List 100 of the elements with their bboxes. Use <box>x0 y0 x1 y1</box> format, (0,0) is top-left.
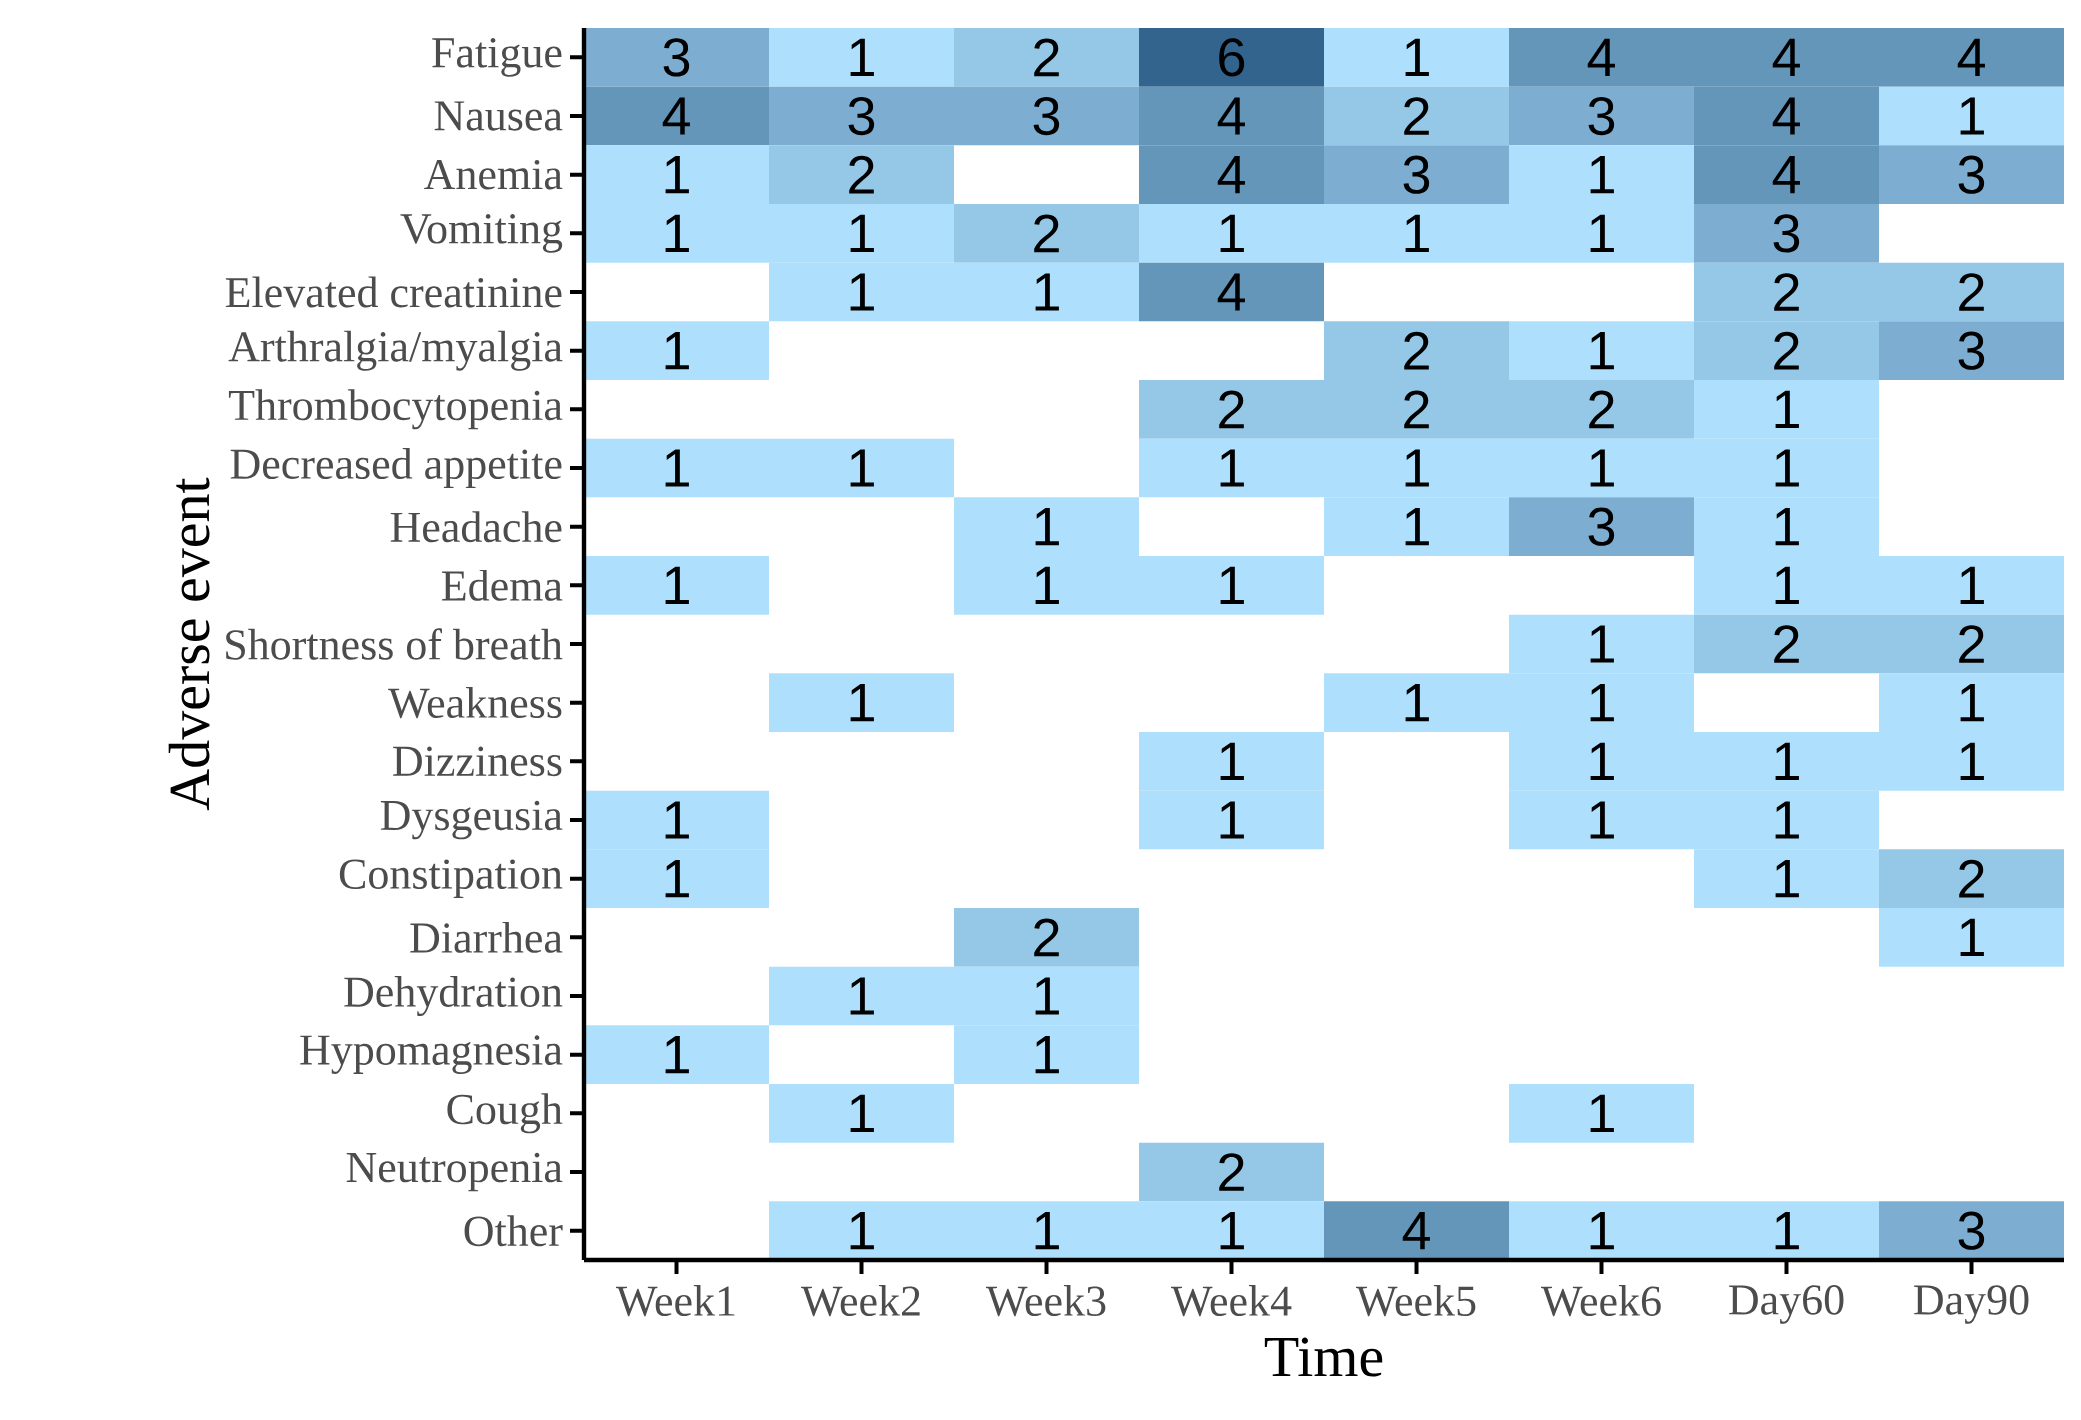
data-label: 6 <box>1219 38 1245 77</box>
y-tick-label: Decreased appetite <box>230 448 562 488</box>
data-label: 1 <box>1590 684 1614 722</box>
data-label: 1 <box>850 449 874 487</box>
data-label: 2 <box>1959 625 1984 663</box>
data-label: 2 <box>1404 390 1429 429</box>
x-tick-label: Week3 <box>986 1285 1106 1317</box>
data-label: 2 <box>1034 38 1059 77</box>
data-label: 4 <box>1402 1212 1430 1250</box>
data-label: 1 <box>665 449 689 487</box>
y-axis-title: Adverse event <box>168 477 210 811</box>
data-label: 1 <box>1035 1036 1059 1074</box>
data-label: 1 <box>1590 625 1614 663</box>
data-label: 1 <box>1405 684 1429 722</box>
y-tick-label: Anemia <box>424 159 563 190</box>
data-label: 3 <box>848 96 875 136</box>
data-label: 1 <box>1775 801 1799 839</box>
data-label: 1 <box>1960 566 1984 604</box>
y-tick-label: Arthralgia/myalgia <box>228 330 563 371</box>
data-label: 2 <box>1774 331 1799 370</box>
data-label: 1 <box>1775 390 1799 428</box>
data-label: 4 <box>1957 38 1985 76</box>
y-tick-label: Diarrhea <box>410 921 563 953</box>
data-label: 2 <box>1034 918 1059 957</box>
data-label: 3 <box>1958 1211 1985 1250</box>
data-label: 1 <box>1590 742 1614 780</box>
y-tick-label: Other <box>464 1215 563 1247</box>
data-label: 1 <box>1775 1212 1799 1250</box>
data-label: 1 <box>1960 742 1984 780</box>
y-tick-label: Dizziness <box>393 746 562 777</box>
data-label: 2 <box>1404 331 1429 370</box>
data-label: 1 <box>1405 508 1429 546</box>
data-label: 1 <box>1220 214 1244 252</box>
data-label: 3 <box>663 38 690 77</box>
data-label: 2 <box>1774 273 1799 311</box>
x-tick-label: Day90 <box>1914 1285 2029 1324</box>
x-tick-label: Week4 <box>1171 1285 1292 1317</box>
data-label: 3 <box>1773 214 1800 253</box>
data-label: 1 <box>1775 742 1799 780</box>
y-tick-label: Edema <box>442 569 563 601</box>
data-label: 1 <box>1220 742 1244 780</box>
data-label: 1 <box>1220 1212 1244 1250</box>
x-tick-label: Week6 <box>1541 1285 1661 1317</box>
data-label: 4 <box>1772 156 1800 194</box>
data-label: 2 <box>849 155 874 194</box>
data-label: 1 <box>1220 801 1244 839</box>
data-label: 1 <box>1960 684 1984 722</box>
data-label: 3 <box>1588 96 1615 136</box>
data-label: 2 <box>1219 1153 1244 1191</box>
data-label: 2 <box>1589 390 1614 429</box>
data-label: 1 <box>1035 508 1059 546</box>
data-label: 1 <box>1775 449 1799 487</box>
data-label: 1 <box>665 801 689 839</box>
data-label: 4 <box>1217 156 1245 194</box>
data-label: 1 <box>665 214 689 252</box>
data-label: 1 <box>1035 1212 1059 1250</box>
data-label: 1 <box>1035 977 1059 1015</box>
data-label: 4 <box>662 97 690 135</box>
data-label: 1 <box>1590 801 1614 839</box>
y-tick-label: Dehydration <box>344 976 563 1017</box>
y-tick-label: Neutropenia <box>346 1152 563 1192</box>
data-label: 1 <box>1405 214 1429 252</box>
y-tick-label: Nausea <box>434 101 563 131</box>
data-label: 3 <box>1958 155 1985 194</box>
data-label: 1 <box>850 273 874 311</box>
y-tick-label: Cough <box>447 1093 563 1134</box>
data-label: 1 <box>850 977 874 1015</box>
data-label: 1 <box>1220 566 1244 604</box>
data-label: 2 <box>1774 625 1799 663</box>
data-label: 1 <box>850 38 874 76</box>
data-label: 1 <box>1590 156 1614 194</box>
data-label: 3 <box>1588 507 1615 546</box>
data-label: 3 <box>1403 155 1430 194</box>
y-tick-label: Shortness of breath <box>226 628 563 660</box>
data-label: 1 <box>1590 332 1614 370</box>
data-label: 1 <box>1775 566 1799 604</box>
y-tick-label: Dysgeusia <box>380 800 563 840</box>
data-label: 1 <box>1775 860 1799 898</box>
x-tick-label: Day60 <box>1729 1285 1844 1324</box>
data-label: 1 <box>665 1036 689 1074</box>
data-label: 2 <box>1959 859 1984 898</box>
y-tick-label: Weakness <box>388 687 562 719</box>
x-tick-label: Week1 <box>616 1285 735 1317</box>
data-label: 4 <box>1217 97 1245 135</box>
data-label: 1 <box>1405 449 1429 487</box>
y-tick-label: Fatigue <box>432 38 562 77</box>
x-tick-label: Week5 <box>1356 1285 1476 1317</box>
data-label: 2 <box>1959 273 1984 311</box>
data-label: 3 <box>1958 331 1985 370</box>
y-tick-label: Headache <box>390 511 562 543</box>
data-label: 2 <box>1034 214 1059 253</box>
data-label: 1 <box>1590 214 1614 252</box>
y-tick-label: Constipation <box>339 859 563 898</box>
data-label: 1 <box>850 684 874 722</box>
data-label: 1 <box>850 1212 874 1250</box>
data-label: 4 <box>1587 38 1615 76</box>
data-label: 4 <box>1772 38 1800 76</box>
data-label: 1 <box>1035 566 1059 604</box>
data-label: 1 <box>1590 1094 1614 1132</box>
data-label: 1 <box>665 156 689 194</box>
